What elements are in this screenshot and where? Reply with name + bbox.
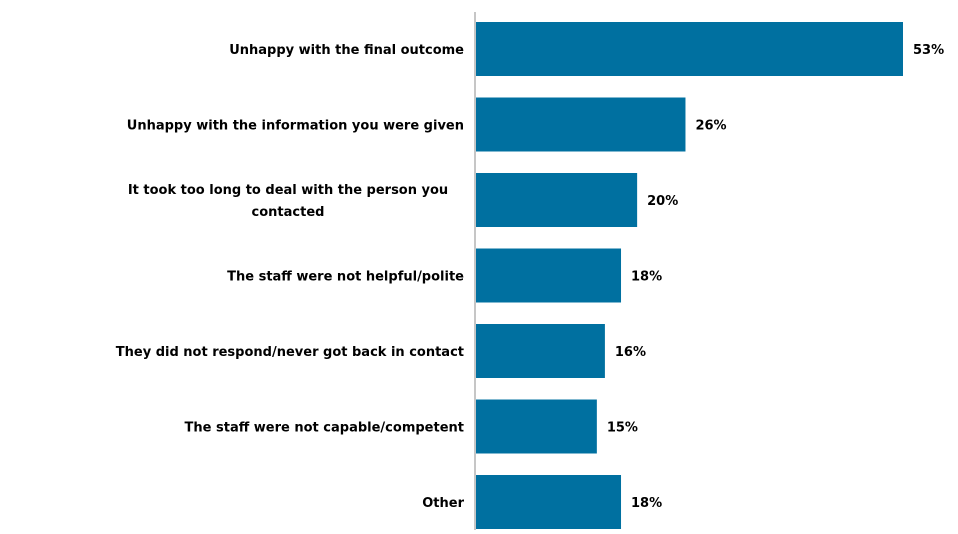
- value-label-0: 53%: [913, 43, 944, 58]
- bar-4: [476, 324, 605, 378]
- bar-2: [476, 173, 638, 227]
- bar-6: [476, 475, 622, 529]
- category-label-0: Unhappy with the final outcome: [229, 43, 464, 58]
- bars-layer: 53% Unhappy with the final outcome 26% Unha…: [116, 22, 944, 529]
- bar-5: [476, 399, 597, 454]
- value-label-2: 20%: [647, 194, 678, 209]
- bar-0: [476, 22, 903, 76]
- category-label-2-line-1: contacted: [252, 205, 325, 220]
- value-label-3: 18%: [631, 270, 662, 285]
- category-label-3: The staff were not helpful/polite: [227, 270, 464, 285]
- value-label-6: 18%: [631, 496, 662, 511]
- category-label-2-line-0: It took too long to deal with the person…: [128, 183, 448, 198]
- bar-1: [476, 97, 686, 152]
- category-label-1: Unhappy with the information you were gi…: [127, 119, 464, 134]
- value-label-4: 16%: [615, 345, 646, 360]
- value-label-1: 26%: [695, 119, 726, 134]
- value-label-5: 15%: [607, 421, 638, 436]
- bar-3: [476, 248, 622, 303]
- category-label-4: They did not respond/never got back in c…: [116, 345, 464, 360]
- category-label-6: Other: [422, 496, 464, 511]
- category-label-5: The staff were not capable/competent: [185, 421, 464, 436]
